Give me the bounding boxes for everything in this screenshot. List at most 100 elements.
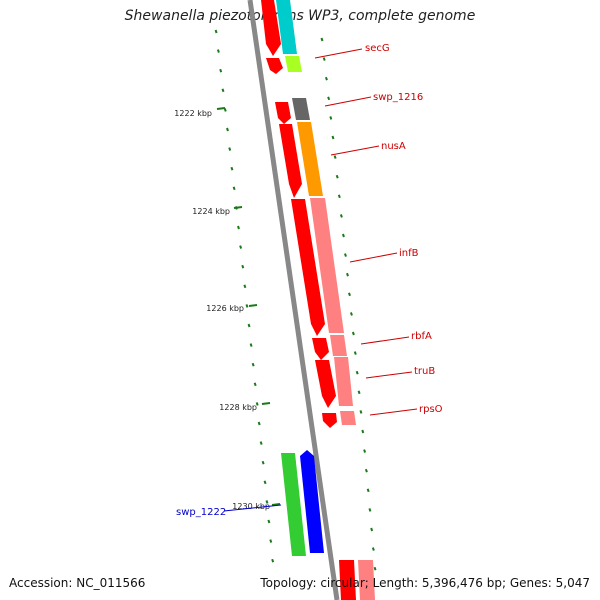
gene-block-bottom[interactable] — [358, 560, 375, 600]
gene-label-rbfA[interactable]: rbfA — [411, 331, 432, 342]
ruler-tick — [368, 508, 372, 512]
ruler-tick — [327, 96, 331, 101]
ruler-label-1226: 1226 kbp — [206, 304, 244, 313]
gene-arrow[interactable] — [275, 102, 291, 124]
ruler-label-1230: 1230 kbp — [232, 502, 270, 511]
genome-stats: Topology: circularLength: 5,396,476 bpGe… — [260, 576, 590, 590]
gene-label-secG[interactable]: secG — [365, 43, 390, 54]
ruler-tick — [361, 429, 365, 434]
gene-label-rpsO[interactable]: rpsO — [419, 404, 443, 415]
ruler-tick — [241, 264, 245, 269]
leader-line-rbfA — [360, 336, 410, 345]
ruler-tick — [214, 29, 218, 34]
gene-arrow[interactable] — [266, 58, 283, 74]
gene-label-infB[interactable]: infB — [399, 248, 419, 259]
gene-block-swp1216[interactable] — [292, 98, 310, 120]
ruler-major-1230 — [271, 503, 281, 506]
gene-arrow[interactable] — [279, 124, 302, 198]
gene-block-truB[interactable] — [334, 357, 353, 406]
inner-strand-genes — [261, 0, 356, 600]
ruler-tick — [348, 292, 351, 297]
gene-block-infB[interactable] — [310, 198, 344, 333]
ruler-tick — [320, 37, 324, 42]
ruler-tick — [355, 370, 359, 375]
ruler-tick — [226, 127, 229, 132]
ruler-tick — [364, 468, 368, 473]
ruler-tick — [230, 166, 234, 171]
ruler-tick — [371, 547, 375, 551]
ruler-tick — [269, 539, 273, 543]
ruler-tick — [337, 194, 341, 199]
ruler-tick — [349, 312, 353, 316]
length-text: Length: 5,396,476 bp — [365, 576, 502, 590]
ruler-tick — [259, 441, 263, 445]
ruler-tick — [255, 402, 259, 406]
ruler-tick — [221, 88, 225, 93]
gene-label-nusA[interactable]: nusA — [381, 141, 406, 152]
ruler-tick — [237, 225, 240, 230]
ruler-tick — [353, 351, 357, 355]
gene-label-swp1222[interactable]: swp_1222 — [176, 507, 226, 518]
gene-block-rpsO[interactable] — [340, 411, 356, 425]
gene-arrow[interactable] — [339, 560, 356, 600]
ruler-tick — [267, 519, 271, 524]
ruler-tick — [265, 500, 269, 504]
leader-line-swp1222 — [223, 504, 282, 512]
genes-count-text: Genes: 5,047 — [502, 576, 590, 590]
ruler-label-1224: 1224 kbp — [192, 207, 230, 216]
ruler-tick — [228, 147, 232, 151]
ruler-tick — [339, 214, 343, 218]
leader-line-rpsO — [369, 408, 418, 416]
gene-label-swp1216[interactable]: swp_1216 — [373, 92, 423, 103]
ruler-tick — [245, 304, 249, 308]
gene-block-rbfA[interactable] — [330, 335, 347, 356]
ruler-tick — [261, 460, 265, 465]
outer-strand-genes — [276, 0, 375, 600]
gene-block-nusA[interactable] — [297, 122, 323, 196]
ruler-tick — [341, 233, 345, 238]
ruler-tick — [232, 186, 236, 191]
ruler-tick — [329, 116, 333, 120]
ruler-tick — [359, 410, 363, 414]
ruler-tick — [257, 421, 261, 426]
ruler-tick — [251, 362, 255, 367]
gene-label-truB[interactable]: truB — [414, 366, 435, 377]
map-title: Shewanella piezotolerans WP3, complete g… — [124, 8, 476, 24]
ruler-tick — [219, 68, 223, 73]
ruler-tick — [344, 253, 347, 257]
ruler-tick — [243, 284, 247, 289]
ruler-major-1226 — [248, 304, 258, 307]
gene-arrow[interactable] — [261, 0, 281, 56]
gene-block-secG[interactable] — [285, 56, 302, 72]
leader-line-nusA — [330, 145, 380, 156]
ruler-major-1224 — [233, 206, 243, 209]
genome-backbone — [247, 0, 340, 600]
gene-arrow[interactable] — [315, 360, 336, 408]
gene-arrow[interactable] — [291, 199, 325, 336]
ruler-tick — [249, 343, 253, 347]
ruler-label-1222: 1222 kbp — [174, 109, 212, 118]
ruler-tick — [351, 331, 355, 336]
gene-block-green[interactable] — [281, 453, 306, 556]
ruler-tick — [363, 449, 367, 453]
gene-block-secG-upstream[interactable] — [276, 0, 297, 54]
ruler-major-1222 — [216, 107, 226, 110]
ruler-tick — [239, 245, 243, 249]
ruler-tick — [324, 76, 328, 81]
ruler-tick — [357, 390, 361, 395]
topology-text: Topology: circular — [260, 576, 365, 590]
ruler-tick — [333, 155, 337, 159]
leader-line-swp1216 — [324, 96, 372, 107]
gene-arrow-swp1222[interactable] — [300, 450, 324, 553]
accession-text: Accession: NC_011566 — [9, 576, 146, 590]
ruler-tick — [335, 174, 339, 179]
gene-arrow[interactable] — [322, 413, 337, 428]
leader-line-truB — [365, 371, 413, 379]
ruler-tick — [247, 323, 251, 328]
ruler-major-1228 — [261, 402, 271, 405]
leader-line-infB — [349, 252, 398, 263]
ruler-tick — [271, 558, 275, 563]
gene-arrow[interactable] — [312, 338, 329, 360]
ruler-tick — [216, 49, 220, 53]
